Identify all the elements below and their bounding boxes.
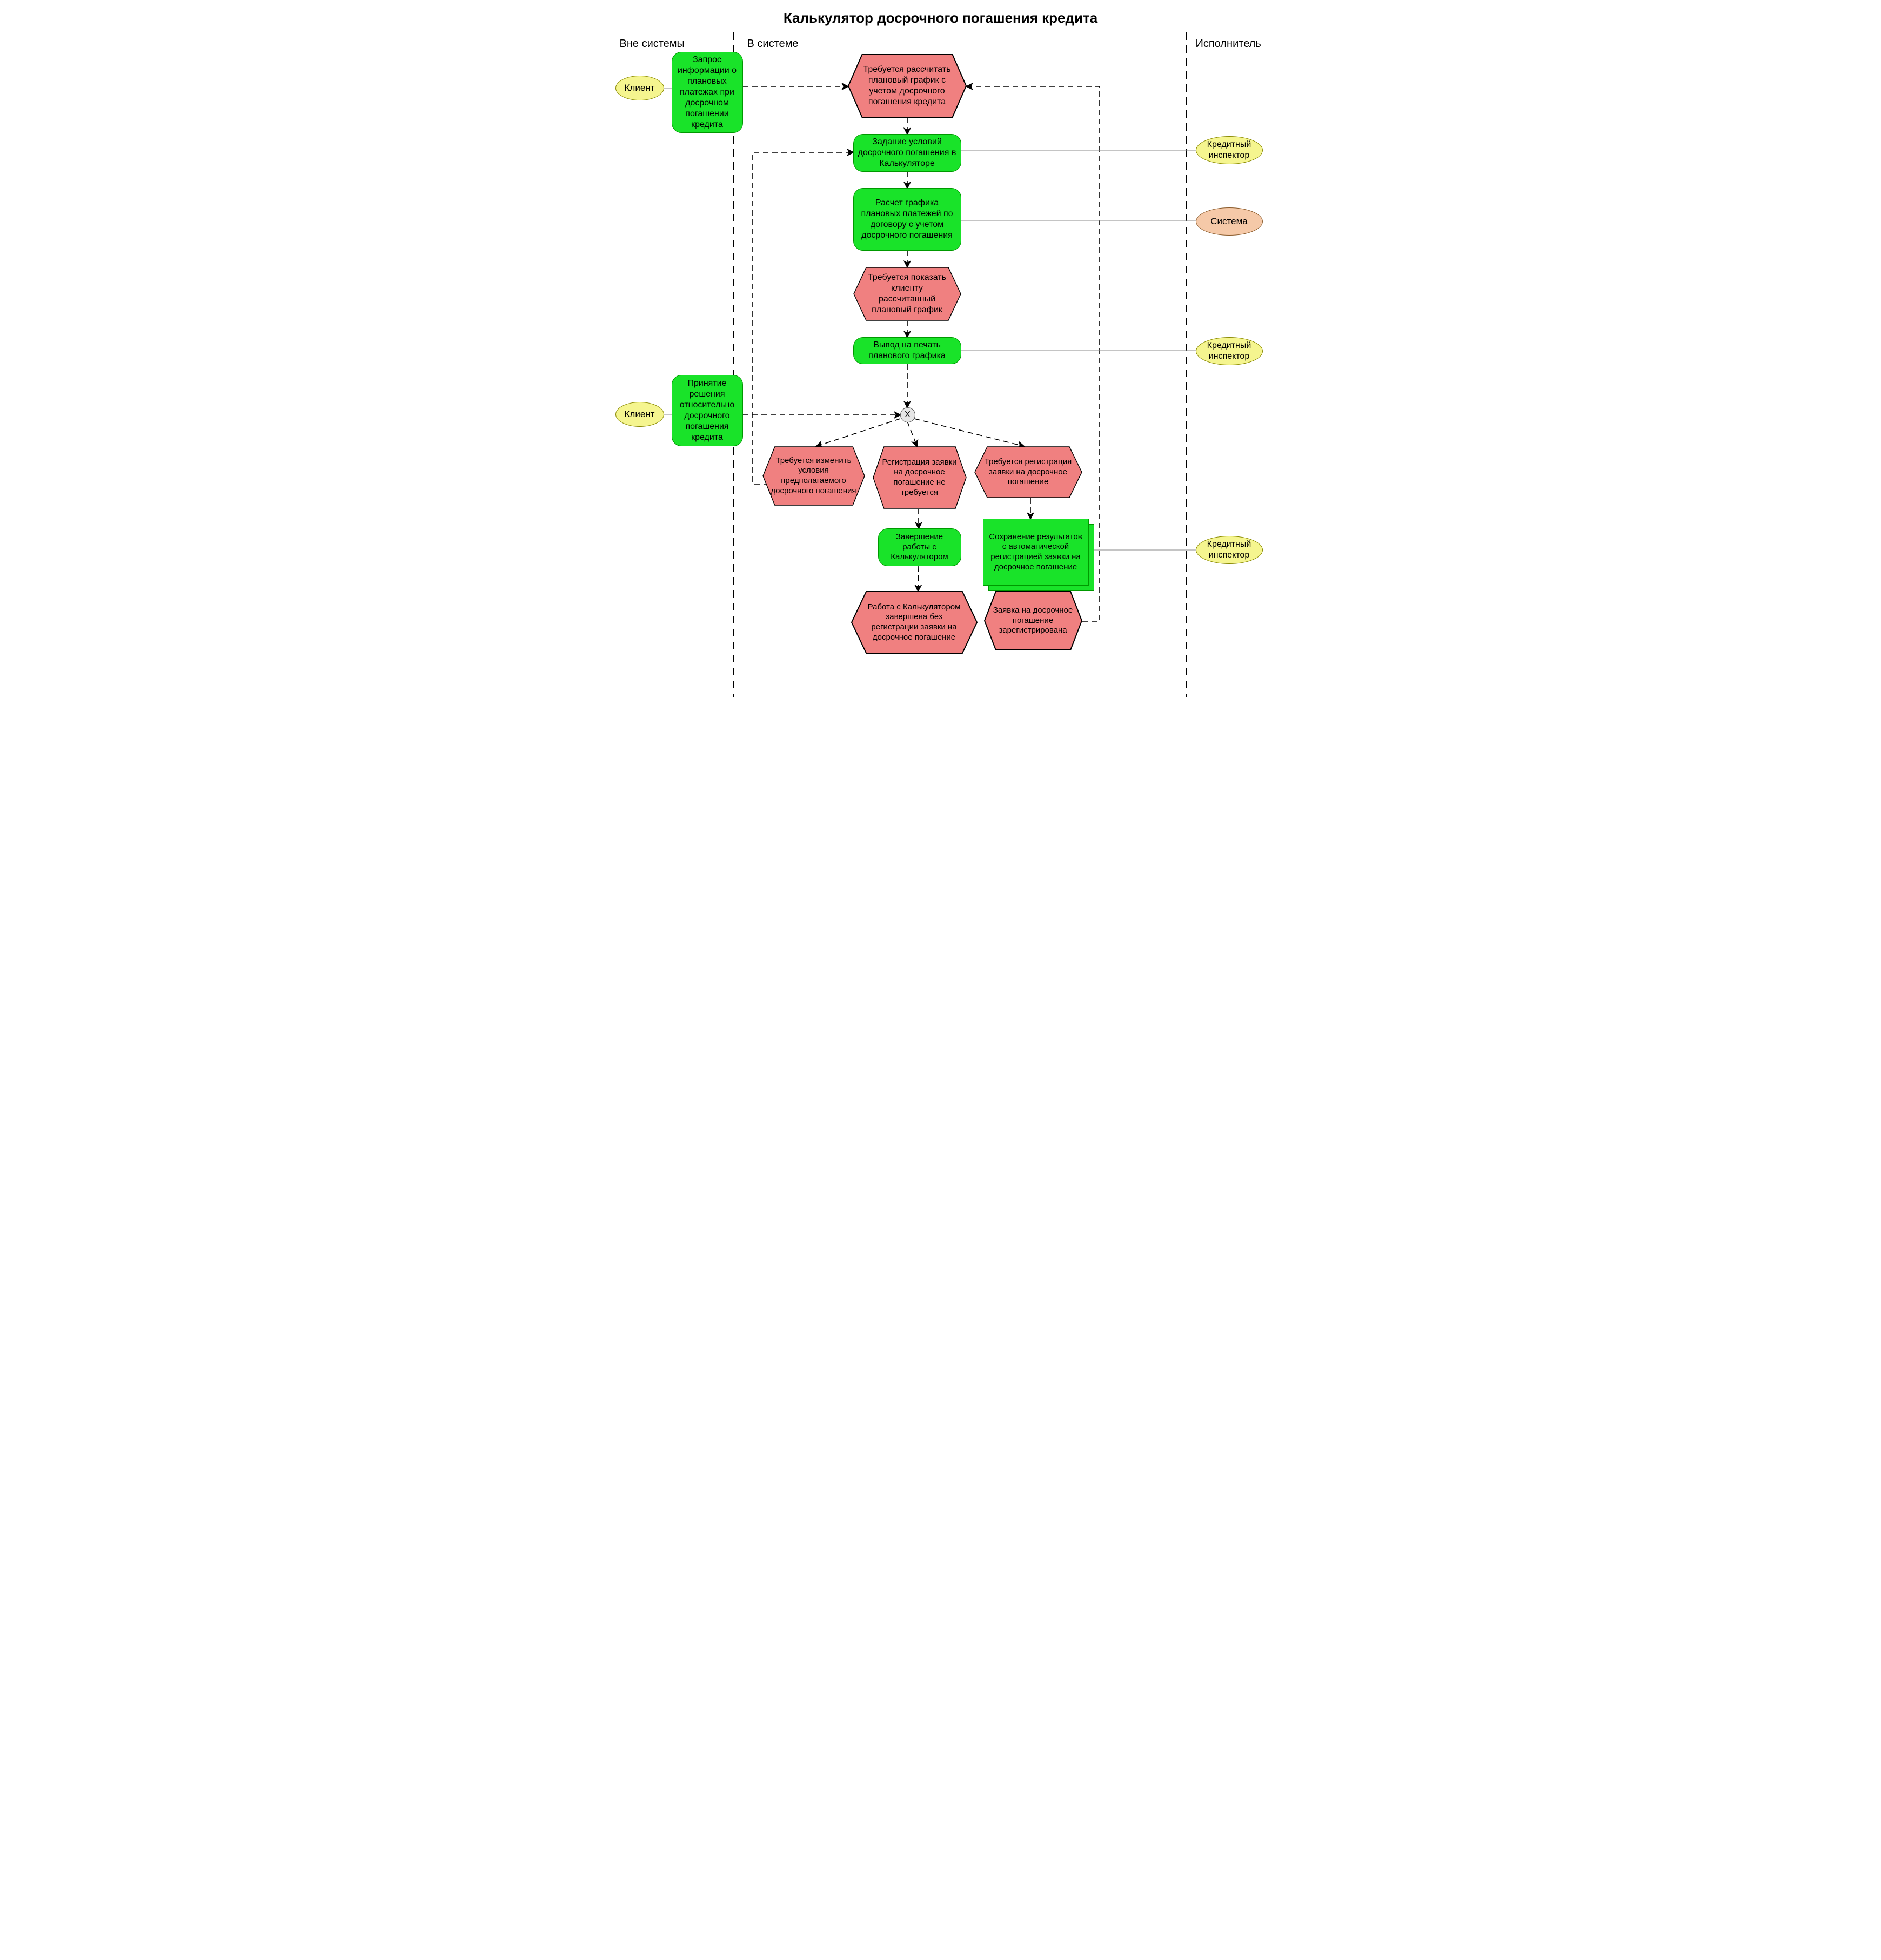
edge bbox=[907, 421, 917, 446]
node-task1: Задание условий досрочного погашения в К… bbox=[853, 134, 961, 172]
diagram-title: Калькулятор досрочного погашения кредита bbox=[608, 10, 1274, 26]
node-hex3: Требуется изменить условия предполагаемо… bbox=[762, 446, 865, 506]
node-hex2: Требуется показать клиенту рассчитанный … bbox=[853, 267, 961, 321]
node-hex7: Заявка на досрочное погашение зарегистри… bbox=[984, 591, 1082, 650]
node-subproc: Сохранение результатов с автоматической … bbox=[983, 519, 1094, 591]
node-hex6: Работа с Калькулятором завершена без рег… bbox=[851, 591, 978, 654]
node-gate: X bbox=[900, 407, 915, 422]
diagram-stage: Калькулятор досрочного погашения кредита… bbox=[608, 0, 1274, 704]
lane-label: Исполнитель bbox=[1196, 38, 1261, 50]
node-task4: Завершение работы с Калькулятором bbox=[878, 528, 961, 566]
node-req1: Запрос информации о плановых платежах пр… bbox=[672, 52, 743, 133]
lane-label: Вне системы bbox=[620, 38, 685, 50]
node-hex4: Регистрация заявки на досрочное погашени… bbox=[873, 446, 967, 509]
node-client1: Клиент bbox=[615, 76, 664, 100]
node-req2: Принятие решения относительно досрочного… bbox=[672, 375, 743, 446]
node-insp1: Кредитный инспектор bbox=[1196, 136, 1263, 164]
node-hex5: Требуется регистрация заявки на досрочно… bbox=[974, 446, 1082, 498]
edge bbox=[816, 419, 900, 446]
node-insp2: Кредитный инспектор bbox=[1196, 337, 1263, 365]
node-task3: Вывод на печать планового графика bbox=[853, 337, 961, 364]
node-hex1: Требуется рассчитать плановый график с у… bbox=[848, 54, 967, 118]
lane-label: В системе bbox=[747, 38, 799, 50]
edge bbox=[918, 566, 919, 591]
node-task2: Расчет графика плановых платежей по дого… bbox=[853, 188, 961, 251]
edge bbox=[753, 152, 853, 484]
node-insp3: Кредитный инспектор bbox=[1196, 536, 1263, 564]
edge bbox=[914, 419, 1024, 446]
node-client2: Клиент bbox=[615, 402, 664, 427]
node-system: Система bbox=[1196, 207, 1263, 236]
